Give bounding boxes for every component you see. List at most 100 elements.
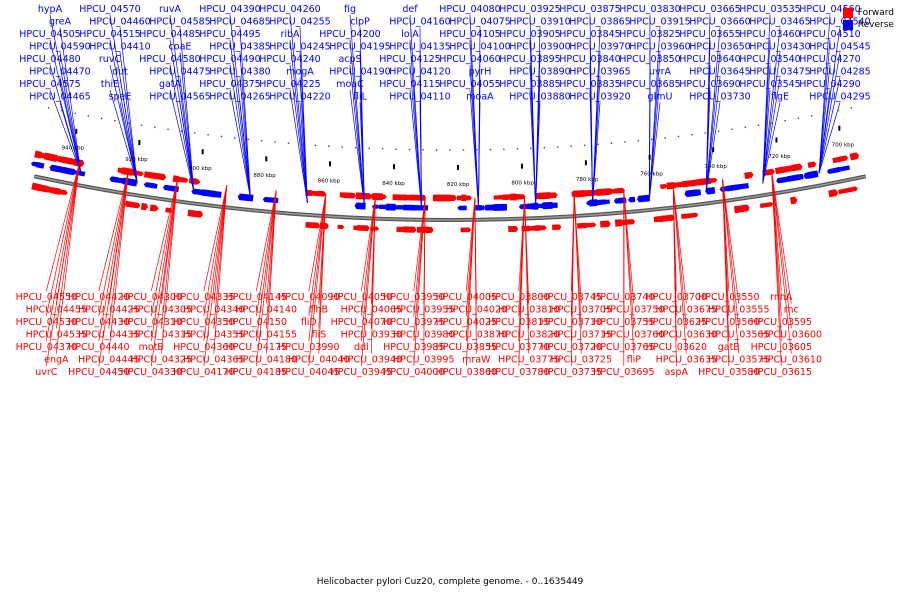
- leader-line: [318, 194, 327, 354]
- gene-label: HPCU_03630: [656, 330, 717, 341]
- gene-label: HPCU_04150: [226, 317, 287, 328]
- scale-tick-label: 700 kbp: [832, 142, 855, 148]
- leader-line: [469, 89, 479, 208]
- gene-label: HPCU_03565: [708, 330, 769, 341]
- scale-tick-mark: [838, 125, 841, 131]
- reverse-gene: [125, 178, 137, 186]
- gene-label: HPCU_04390: [199, 4, 260, 15]
- gene-label: HPCU_04125: [379, 54, 440, 65]
- gene-label: HPCU_04315: [131, 330, 192, 341]
- leader-line: [255, 190, 277, 292]
- gene-label: HPCU_04435: [78, 330, 139, 341]
- gene-label: HPCU_03830: [619, 4, 680, 15]
- reverse-gene: [785, 174, 801, 182]
- leader-line: [762, 27, 781, 184]
- gene-label: HPCU_04185: [226, 367, 287, 378]
- leader-line: [98, 171, 129, 292]
- leader-line: [108, 171, 129, 329]
- gene-label: HPCU_04510: [799, 29, 860, 40]
- ring-dot: [167, 128, 169, 131]
- gene-label: HPCU_03840: [559, 54, 620, 65]
- gene-label: HPCU_03650: [689, 42, 750, 53]
- gene-label: engA: [44, 355, 69, 366]
- gene-label: HPCU_03865: [569, 17, 630, 28]
- gene-label: HPCU_03765: [593, 342, 654, 353]
- forward-gene: [733, 204, 750, 214]
- leader-line: [119, 27, 138, 184]
- leader-line: [762, 89, 771, 184]
- leader-line: [592, 102, 601, 203]
- gene-label: HPCU_03620: [646, 342, 707, 353]
- leader-line: [649, 102, 661, 199]
- leader-line: [45, 162, 80, 317]
- leader-line: [150, 179, 178, 317]
- forward-gene: [681, 213, 692, 219]
- gene-label: fig: [344, 4, 356, 15]
- forward-gene: [672, 181, 688, 189]
- scale-tick-mark: [648, 154, 651, 160]
- gene-label: HPCU_04685: [209, 17, 270, 28]
- forward-gene: [660, 183, 668, 190]
- reverse-gene: [597, 199, 610, 205]
- gene-label: HPCU_03895: [499, 54, 560, 65]
- leader-line: [771, 171, 792, 354]
- leader-line: [349, 89, 365, 207]
- leader-line: [672, 185, 687, 354]
- gene-label: HPCU_03875: [559, 4, 620, 15]
- leader-line: [289, 64, 308, 203]
- leader-line: [229, 64, 251, 199]
- leader-line: [672, 185, 687, 304]
- forward-gene: [48, 187, 56, 193]
- gene-label: lolA: [401, 29, 419, 40]
- forward-gene: [577, 222, 588, 229]
- leader-line: [203, 185, 228, 367]
- gene-label: gatB: [718, 342, 740, 353]
- gene-label: HPCU_04065: [341, 305, 402, 316]
- gene-label: HPCU_04470: [29, 67, 90, 78]
- gene-label: ddl: [354, 342, 369, 353]
- ring-dot: [381, 148, 384, 150]
- ring-dot: [274, 141, 276, 143]
- gene-label: HPCU_03655: [679, 29, 740, 40]
- ring-dot: [543, 146, 546, 149]
- forward-gene: [572, 191, 588, 197]
- leader-line: [203, 185, 228, 292]
- gene-label: HPCU_04145: [226, 292, 287, 303]
- ring-dot: [476, 149, 478, 151]
- scale-tick-label: 780 kbp: [576, 177, 599, 183]
- leader-line: [722, 179, 740, 329]
- gene-label: HPCU_03855: [436, 342, 497, 353]
- gene-label: HPCU_04285: [809, 67, 870, 78]
- ring-dot: [247, 138, 250, 141]
- gene-label: HPCU_04495: [199, 29, 260, 40]
- ring-dot: [516, 148, 519, 150]
- leader-line: [150, 179, 178, 292]
- leader-line: [239, 102, 251, 199]
- gene-label: HPCU_04105: [439, 29, 500, 40]
- forward-gene: [493, 195, 508, 200]
- gene-label: HPCU_03880: [509, 92, 570, 103]
- gene-label: HPCU_04070: [331, 317, 392, 328]
- forward-gene: [403, 194, 413, 201]
- forward-gene: [121, 168, 135, 175]
- forward-gene: [599, 220, 611, 228]
- leader-line: [308, 194, 327, 342]
- ring-dot: [462, 149, 465, 151]
- gene-label: HPCU_03465: [749, 17, 810, 28]
- ring-dot: [583, 144, 586, 147]
- leader-line: [705, 27, 721, 192]
- forward-gene: [759, 201, 774, 209]
- gene-label: dut: [112, 67, 128, 78]
- ring-dot: [328, 145, 330, 147]
- gene-label: HPCU_04505: [19, 29, 80, 40]
- ring-dot: [153, 126, 156, 129]
- gene-label: HPCU_04575: [19, 79, 80, 90]
- gene-label: HPCU_03970: [569, 42, 630, 53]
- gene-label: HPCU_04000: [383, 367, 444, 378]
- gene-label: HPCU_04055: [439, 79, 500, 90]
- ring-dot: [220, 135, 223, 138]
- legend-forward: Forward: [842, 8, 894, 18]
- forward-gene: [187, 209, 203, 218]
- gene-label: HPCU_03905: [499, 29, 560, 40]
- ring-dot: [677, 135, 680, 138]
